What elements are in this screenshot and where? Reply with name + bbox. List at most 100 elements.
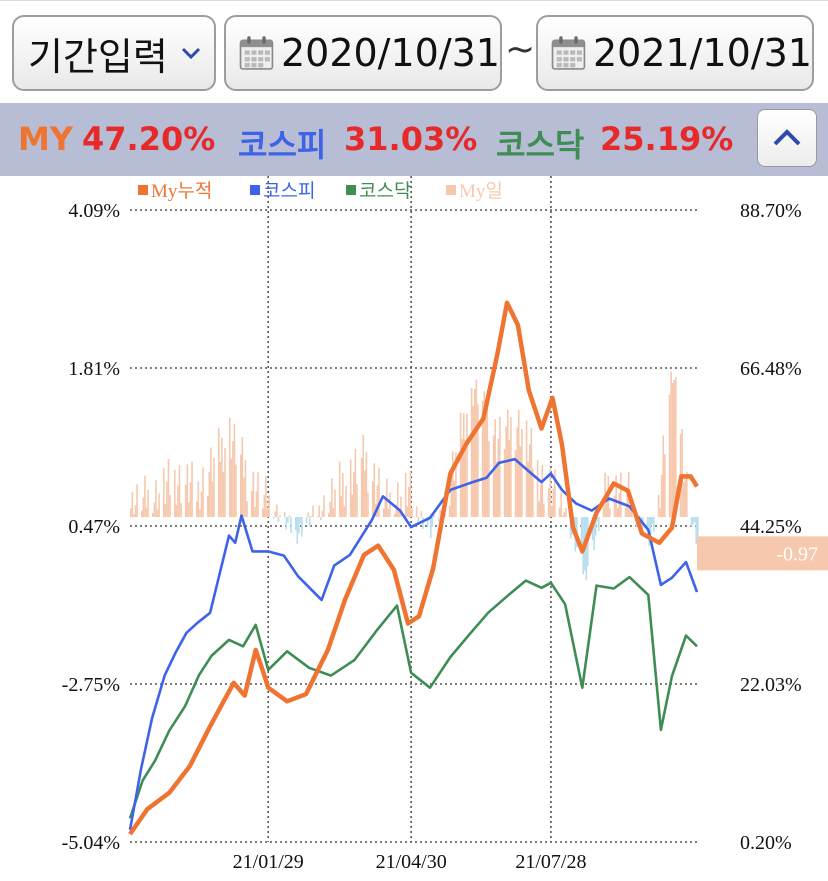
- daily-bar: [681, 428, 683, 518]
- daily-bar: [184, 484, 187, 518]
- daily-bar: [470, 388, 473, 518]
- daily-bar: [298, 517, 300, 534]
- daily-bar: [543, 504, 545, 518]
- daily-bar: [483, 391, 485, 518]
- series-lines: [128, 300, 699, 836]
- daily-bar: [334, 489, 336, 518]
- end-date-button[interactable]: 2021/10/31: [536, 15, 814, 91]
- daily-bar: [450, 479, 453, 518]
- collapse-button[interactable]: [757, 109, 817, 167]
- daily-bar: [233, 423, 236, 518]
- daily-bar: [451, 451, 454, 518]
- daily-bar: [422, 517, 424, 529]
- daily-bar: [397, 482, 399, 518]
- daily-bar: [448, 505, 451, 518]
- daily-bar: [646, 517, 649, 528]
- daily-bar: [200, 491, 203, 518]
- daily-bar: [596, 517, 599, 522]
- daily-bar: [629, 509, 632, 518]
- daily-bar: [338, 461, 341, 518]
- daily-bar: [268, 495, 270, 518]
- daily-bar: [492, 435, 495, 518]
- daily-bar: [177, 485, 179, 518]
- left-axis-tick-label: -2.75%: [62, 674, 120, 696]
- daily-bar: [255, 491, 258, 518]
- start-date-button[interactable]: 2020/10/31: [224, 15, 502, 91]
- daily-bar: [349, 459, 352, 518]
- daily-bar: [376, 485, 379, 518]
- daily-bar: [309, 517, 311, 527]
- daily-bar: [272, 517, 275, 519]
- daily-bar: [418, 517, 421, 518]
- right-axis-tick-label: 88.70%: [740, 200, 802, 222]
- kospi-return-value: 31.03%: [344, 120, 478, 158]
- daily-bar: [290, 517, 292, 533]
- daily-bar: [409, 471, 412, 518]
- daily-bar: [495, 461, 498, 518]
- daily-bar: [252, 471, 255, 518]
- daily-bar: [514, 450, 517, 518]
- daily-bar: [415, 506, 418, 518]
- daily-bar: [263, 495, 266, 518]
- daily-bar: [354, 448, 357, 518]
- daily-bar: [527, 461, 529, 518]
- right-axis-tick-label: 22.03%: [740, 674, 802, 696]
- daily-bar: [316, 516, 319, 518]
- left-axis-tick-label: 0.47%: [68, 516, 120, 538]
- daily-bar: [547, 488, 550, 518]
- daily-bar: [506, 409, 509, 518]
- daily-bar: [188, 502, 190, 518]
- daily-bar: [389, 492, 391, 518]
- daily-bar: [299, 517, 302, 523]
- daily-bar: [411, 508, 413, 518]
- daily-bar: [373, 463, 376, 518]
- daily-bar: [133, 514, 135, 518]
- daily-bar: [439, 509, 442, 518]
- legend-swatch: [250, 185, 260, 195]
- daily-bar: [657, 494, 660, 518]
- daily-bar: [593, 517, 595, 551]
- daily-bar: [283, 512, 286, 518]
- daily-bar: [294, 517, 297, 530]
- period-input-label: 기간입력: [28, 34, 168, 79]
- daily-bar: [367, 492, 369, 518]
- current-value-marker: [697, 536, 828, 571]
- daily-bar: [651, 517, 654, 524]
- my-return-label: MY: [18, 120, 74, 158]
- daily-bar: [384, 496, 387, 518]
- daily-bar: [261, 508, 264, 518]
- daily-bar: [327, 513, 330, 518]
- daily-bar: [332, 508, 335, 518]
- calendar-icon: [239, 36, 274, 70]
- calendar-icon: [551, 36, 586, 70]
- daily-bar: [499, 416, 501, 518]
- daily-bar: [228, 417, 231, 518]
- chart-legend: My누적 코스피 코스닥 My일: [138, 180, 503, 202]
- daily-bar: [219, 461, 222, 518]
- date-separator: ~: [505, 29, 536, 70]
- daily-bar: [156, 509, 159, 518]
- daily-bar: [473, 388, 476, 518]
- period-input-button[interactable]: 기간입력: [12, 15, 216, 91]
- daily-bar: [453, 481, 456, 518]
- daily-bar: [664, 454, 666, 518]
- daily-bar: [153, 502, 156, 518]
- daily-bar: [400, 496, 402, 518]
- daily-bar: [662, 435, 665, 518]
- daily-bar: [266, 508, 269, 518]
- daily-bar: [508, 439, 511, 518]
- daily-bar: [167, 459, 170, 518]
- daily-bar: [235, 464, 237, 518]
- axis-ticks: 4.09% 88.70% 1.81% 66.48% 0.47% 44.25% -2.75% 2…: [62, 200, 828, 873]
- daily-bar: [202, 467, 204, 518]
- daily-bar: [310, 515, 313, 518]
- daily-bar: [136, 484, 138, 518]
- left-axis-tick-label: 4.09%: [68, 200, 120, 222]
- daily-bar: [296, 517, 299, 544]
- daily-bar: [618, 493, 621, 518]
- daily-bar: [497, 438, 500, 518]
- daily-bar: [195, 501, 198, 518]
- daily-bar: [360, 457, 363, 518]
- daily-bar: [393, 513, 396, 518]
- daily-bar: [173, 469, 176, 518]
